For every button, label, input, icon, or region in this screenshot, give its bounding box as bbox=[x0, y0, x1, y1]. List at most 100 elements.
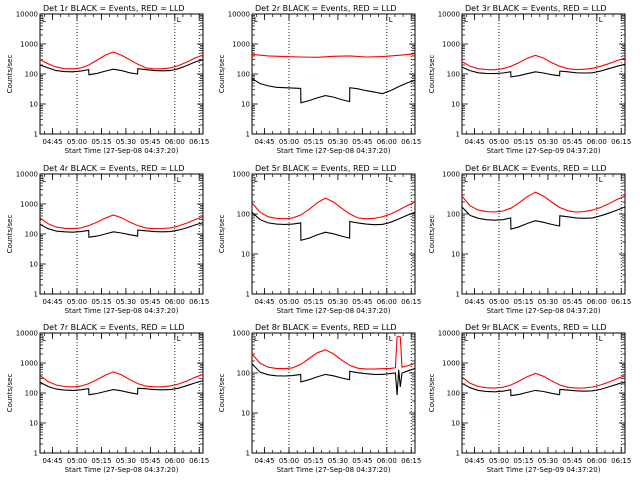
x-tick-label: 05:30 bbox=[538, 457, 558, 465]
panel-title: Det 5r BLACK = Events, RED = LLD bbox=[255, 164, 397, 173]
panel-6: Det 6r BLACK = Events, RED = LLD 1 10 100 10… bbox=[428, 164, 631, 315]
x-tick-label: 05:30 bbox=[328, 298, 348, 306]
x-axis-label: Start Time (27-Sep-09 04:37:20) bbox=[487, 147, 601, 155]
x-tick-label: 05:15 bbox=[303, 138, 323, 146]
x-tick-label: 05:45 bbox=[562, 457, 582, 465]
plot-frame bbox=[251, 332, 416, 454]
y-tick-label: 100 bbox=[447, 71, 460, 79]
x-tick-label: 05:00 bbox=[279, 298, 299, 306]
x-tick-label: 05:15 bbox=[303, 298, 323, 306]
x-tick-label: 04:45 bbox=[464, 457, 484, 465]
y-tick-label: 1 bbox=[456, 291, 460, 299]
panel-5: Det 5r BLACK = Events, RED = LLD 1 10 100 10… bbox=[218, 164, 421, 315]
y-tick-label: 1 bbox=[246, 131, 250, 139]
x-tick-label: 06:15 bbox=[401, 138, 421, 146]
x-tick-label: 06:15 bbox=[189, 138, 209, 146]
marker-right-l: L bbox=[599, 16, 603, 24]
red-lld-series-line bbox=[39, 51, 204, 70]
x-axis-label: Start Time (27-Sep-08 04:37:20) bbox=[65, 147, 179, 155]
x-tick-label: 05:30 bbox=[538, 298, 558, 306]
marker-left-l: L bbox=[42, 335, 46, 343]
panel-title: Det 2r BLACK = Events, RED = LLD bbox=[255, 4, 397, 13]
panel-1: Det 1r BLACK = Events, RED = LLD 1 10 100 10… bbox=[6, 4, 209, 155]
plot-frame bbox=[461, 332, 626, 454]
x-axis-label: Start Time (27-Sep-08 04:37:20) bbox=[65, 307, 179, 315]
y-tick-label: 1000 bbox=[442, 360, 460, 368]
x-axis-label: Start Time (27-Sep-08 04:37:20) bbox=[277, 147, 391, 155]
y-tick-label: 1000 bbox=[232, 171, 250, 179]
red-lld-series-line bbox=[461, 54, 626, 71]
y-tick-label: 10000 bbox=[16, 11, 38, 19]
y-tick-label: 10000 bbox=[228, 11, 250, 19]
black-events-series-line bbox=[461, 63, 626, 78]
x-tick-label: 04:45 bbox=[42, 138, 62, 146]
y-tick-label: 10000 bbox=[438, 330, 460, 338]
marker-right-l: L bbox=[177, 176, 181, 184]
red-lld-series-line bbox=[39, 214, 204, 230]
y-tick-label: 10 bbox=[451, 101, 460, 109]
x-tick-label: 05:00 bbox=[489, 138, 509, 146]
panel-title: Det 8r BLACK = Events, RED = LLD bbox=[255, 323, 397, 332]
marker-right-l: L bbox=[389, 335, 393, 343]
x-tick-label: 05:15 bbox=[91, 457, 111, 465]
plot-frame bbox=[251, 173, 416, 295]
x-tick-label: 05:00 bbox=[489, 457, 509, 465]
x-tick-label: 05:15 bbox=[303, 457, 323, 465]
x-tick-label: 05:15 bbox=[513, 457, 533, 465]
y-tick-label: 1000 bbox=[20, 201, 38, 209]
panel-2: Det 2r BLACK = Events, RED = LLD 1 10 100 10… bbox=[218, 4, 421, 155]
y-tick-label: 10000 bbox=[16, 171, 38, 179]
x-tick-label: 05:30 bbox=[538, 138, 558, 146]
x-axis-label: Start Time (27-Sep-08 04:37:20) bbox=[65, 466, 179, 474]
x-tick-label: 05:30 bbox=[328, 138, 348, 146]
y-axis-label: Counts/sec bbox=[428, 215, 436, 254]
y-tick-label: 10000 bbox=[16, 330, 38, 338]
y-tick-label: 10 bbox=[451, 251, 460, 259]
y-tick-label: 10 bbox=[29, 420, 38, 428]
y-tick-label: 1000 bbox=[442, 171, 460, 179]
marker-right-l: L bbox=[599, 335, 603, 343]
y-tick-label: 1 bbox=[246, 291, 250, 299]
y-tick-label: 10 bbox=[451, 420, 460, 428]
x-tick-label: 05:15 bbox=[91, 298, 111, 306]
x-tick-label: 06:15 bbox=[611, 298, 631, 306]
x-tick-label: 05:45 bbox=[140, 457, 160, 465]
panel-8: Det 8r BLACK = Events, RED = LLD 1 10 100 10… bbox=[218, 323, 421, 474]
plot-frame bbox=[39, 173, 204, 295]
x-tick-label: 05:15 bbox=[513, 138, 533, 146]
x-tick-label: 04:45 bbox=[254, 138, 274, 146]
x-tick-label: 05:45 bbox=[140, 298, 160, 306]
black-events-series-line bbox=[251, 78, 416, 104]
x-tick-label: 05:30 bbox=[116, 457, 136, 465]
panel-title: Det 9r BLACK = Events, RED = LLD bbox=[465, 323, 607, 332]
black-events-series-line bbox=[251, 211, 416, 242]
marker-right-l: L bbox=[599, 176, 603, 184]
x-tick-label: 05:45 bbox=[562, 298, 582, 306]
panel-3: Det 3r BLACK = Events, RED = LLD 1 10 100 10… bbox=[428, 4, 631, 155]
x-tick-label: 05:45 bbox=[140, 138, 160, 146]
x-tick-label: 05:45 bbox=[352, 138, 372, 146]
y-axis-label: Counts/sec bbox=[218, 215, 226, 254]
y-tick-label: 1000 bbox=[232, 41, 250, 49]
x-tick-label: 05:00 bbox=[279, 457, 299, 465]
y-tick-label: 100 bbox=[25, 231, 38, 239]
plot-frame bbox=[461, 173, 626, 295]
x-tick-label: 05:30 bbox=[116, 138, 136, 146]
panel-7: Det 7r BLACK = Events, RED = LLD 1 10 100 10… bbox=[6, 323, 209, 474]
x-tick-label: 05:15 bbox=[91, 138, 111, 146]
plot-frame bbox=[251, 13, 416, 135]
x-tick-label: 04:45 bbox=[254, 298, 274, 306]
x-tick-label: 04:45 bbox=[42, 457, 62, 465]
plot-frame bbox=[461, 13, 626, 135]
y-axis-label: Counts/sec bbox=[6, 374, 14, 413]
y-tick-label: 1 bbox=[34, 450, 38, 458]
y-tick-label: 1 bbox=[34, 131, 38, 139]
y-tick-label: 100 bbox=[25, 390, 38, 398]
x-tick-label: 06:00 bbox=[165, 457, 185, 465]
x-tick-label: 05:15 bbox=[513, 298, 533, 306]
red-lld-series-line bbox=[461, 191, 626, 213]
panel-title: Det 4r BLACK = Events, RED = LLD bbox=[43, 164, 185, 173]
black-events-series-line bbox=[461, 206, 626, 230]
marker-left-l: L bbox=[464, 16, 468, 24]
x-tick-label: 05:00 bbox=[67, 298, 87, 306]
